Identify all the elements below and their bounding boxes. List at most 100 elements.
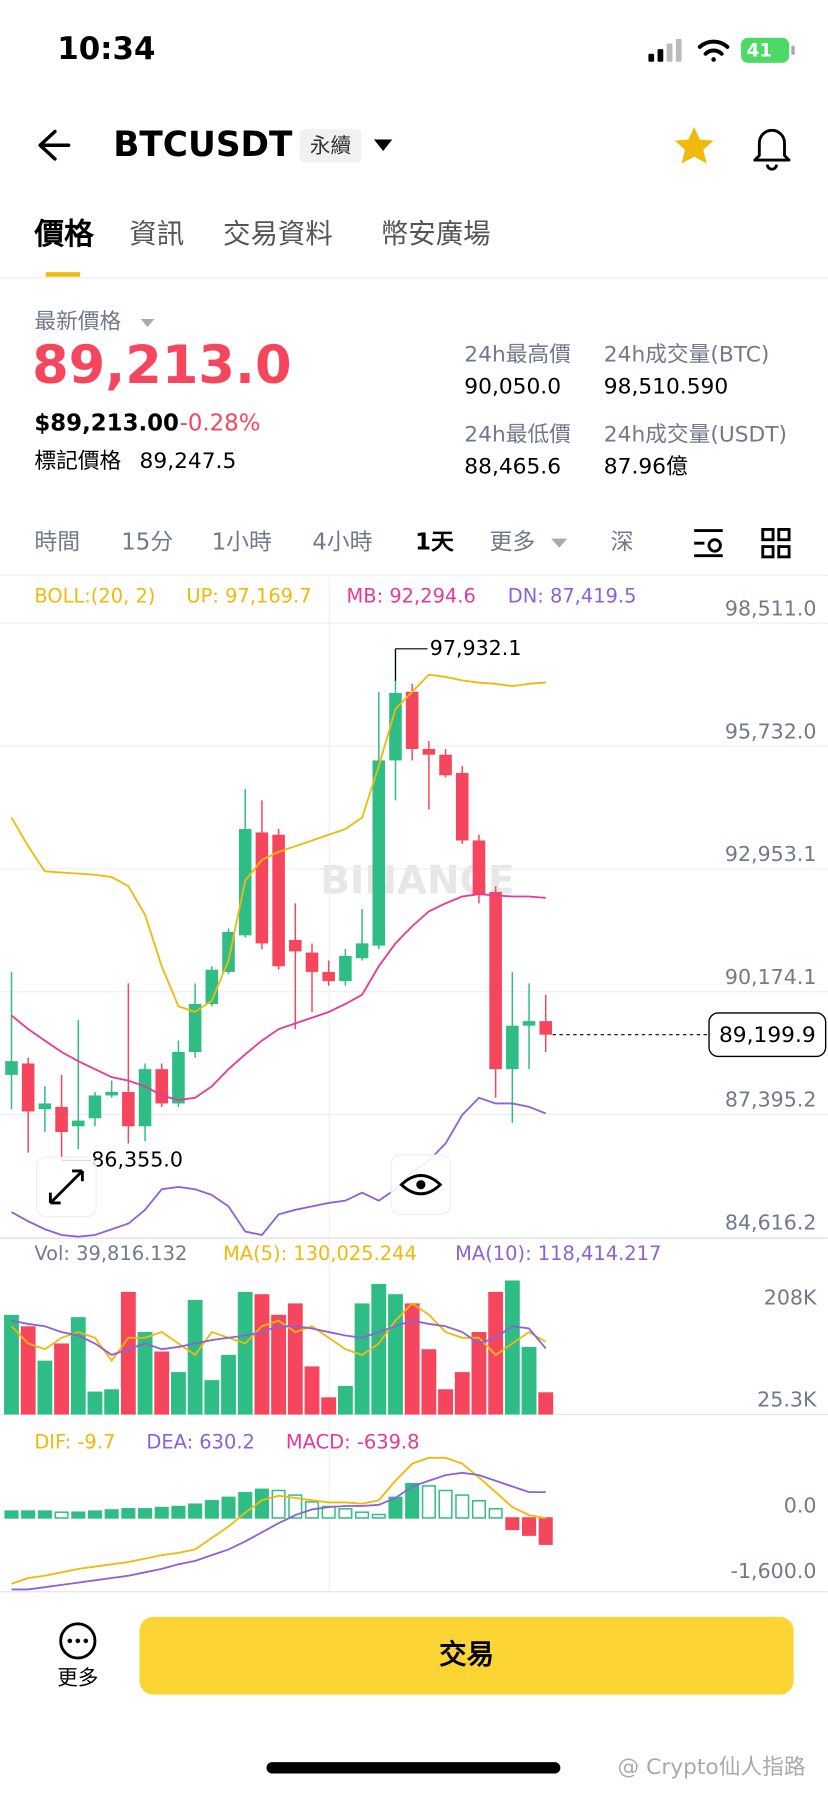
interval[interactable]: 更多 [489,530,535,556]
tab[interactable]: 價格 [33,217,94,252]
y-tick-label: 95,732.0 [725,719,817,743]
macd-bar [254,1488,269,1519]
volume-bar [421,1349,437,1415]
macd-bar [138,1508,153,1519]
interval[interactable]: 時間 [34,530,80,556]
macd-bar [405,1482,420,1519]
symbol-dropdown[interactable] [373,139,393,151]
candle-body [489,891,502,1070]
indicator-settings[interactable] [694,529,723,558]
plot-area: 98,511.0 95,732.0 92,953.1 90,174.1 87,395.2… [0,596,828,1591]
legend-entry: MA(5): 130,025.244 [223,1242,417,1265]
macd-bar [54,1511,69,1519]
interval[interactable]: 深 [611,530,634,556]
volume-bar [388,1294,403,1415]
volume-bar [104,1389,120,1415]
candle-body [455,773,469,841]
indicator-line [11,1456,546,1585]
volume-bar [454,1372,470,1415]
macd-bar [371,1513,386,1519]
tab[interactable]: 交易資料 [223,219,333,250]
wifi-icon [697,39,730,62]
indicator-line [11,1319,547,1356]
candle-body [138,1069,152,1127]
y-tick-label: 90,174.1 [725,965,817,989]
volume-bar [54,1343,70,1415]
legend-entry: UP: 97,169.7 [186,584,311,607]
macd-bar [21,1510,36,1519]
interval-dropdown[interactable] [551,538,568,548]
stat-value: 87.96億 [604,455,688,480]
volume-bar [37,1360,53,1415]
low-label: 86,355.0 [91,1147,183,1171]
last-price-box [708,1012,827,1058]
candle-body [5,1061,18,1075]
candle-body [322,971,335,982]
volume-bar [154,1351,170,1415]
stat-label: 24h最高價 [464,343,571,368]
stat-value: 88,465.6 [464,455,561,480]
candle-body [172,1052,185,1104]
watermark: BINANCE [320,858,514,903]
expand-button[interactable] [36,1156,97,1218]
more-label[interactable]: 更多 [57,1666,98,1690]
back-button[interactable] [38,129,71,161]
legend-entry: DIF: -9.7 [34,1431,115,1454]
macd-bar [121,1508,136,1519]
home-indicator [266,1762,561,1774]
candle-body [155,1069,169,1104]
candle-body [522,1021,536,1026]
macd-bar [37,1510,52,1519]
candle-body [389,692,402,761]
price-label-dropdown[interactable] [140,319,155,328]
legend-entry: Vol: 39,816.132 [34,1242,187,1265]
high-label: 97,932.1 [430,636,522,660]
badge-bg [299,129,362,163]
indicator-line [10,1302,547,1363]
macd-bar [338,1508,353,1519]
legend-entry: DN: 87,419.5 [508,584,637,607]
volume-bar [304,1366,320,1415]
volume-bar [187,1299,203,1415]
trade-button[interactable] [139,1616,794,1695]
legend-entry: DEA: 630.2 [146,1431,255,1454]
favorite-star[interactable] [674,126,714,164]
alert-bell[interactable] [753,128,791,171]
macd-bar [488,1508,503,1519]
tab[interactable]: 資訊 [129,219,184,250]
macd-bar [104,1509,119,1519]
trade-label[interactable]: 交易 [439,1638,494,1670]
more-button[interactable] [59,1622,97,1660]
volume-bar [254,1294,270,1415]
layout-button[interactable] [761,528,791,559]
volume-bar [171,1372,186,1415]
symbol[interactable]: BTCUSDT [113,125,293,165]
candle-body [372,760,386,946]
interval[interactable]: 1小時 [212,530,272,556]
candle-body [305,952,319,972]
candle-body [21,1063,35,1112]
price-label: 最新價格 [34,309,121,334]
source-watermark: @ Crypto仙人指路 [618,1755,806,1780]
candle-body [539,1021,553,1035]
candle-body [122,1092,135,1127]
candle-body [506,1025,519,1070]
legend-entry: MACD: -639.8 [286,1431,420,1454]
indicator-line [11,1471,546,1591]
interval[interactable]: 15分 [121,530,173,556]
interval[interactable]: 4小時 [312,530,372,556]
interval[interactable]: 1天 [415,530,454,556]
volume-bar [371,1283,387,1415]
volume-bar [4,1314,19,1415]
stat-value: 98,510.590 [604,375,728,400]
y-tick-label: 208K [764,1285,817,1309]
volume-bar [237,1291,253,1415]
candle-body [405,691,419,749]
macd-bar [455,1494,470,1519]
volume-bar [87,1391,103,1415]
tab[interactable]: 幣安廣場 [381,219,491,250]
visibility-button[interactable] [390,1154,452,1215]
candle-body [188,1003,202,1053]
high-pointer [394,648,428,681]
macd-bar [271,1489,286,1519]
